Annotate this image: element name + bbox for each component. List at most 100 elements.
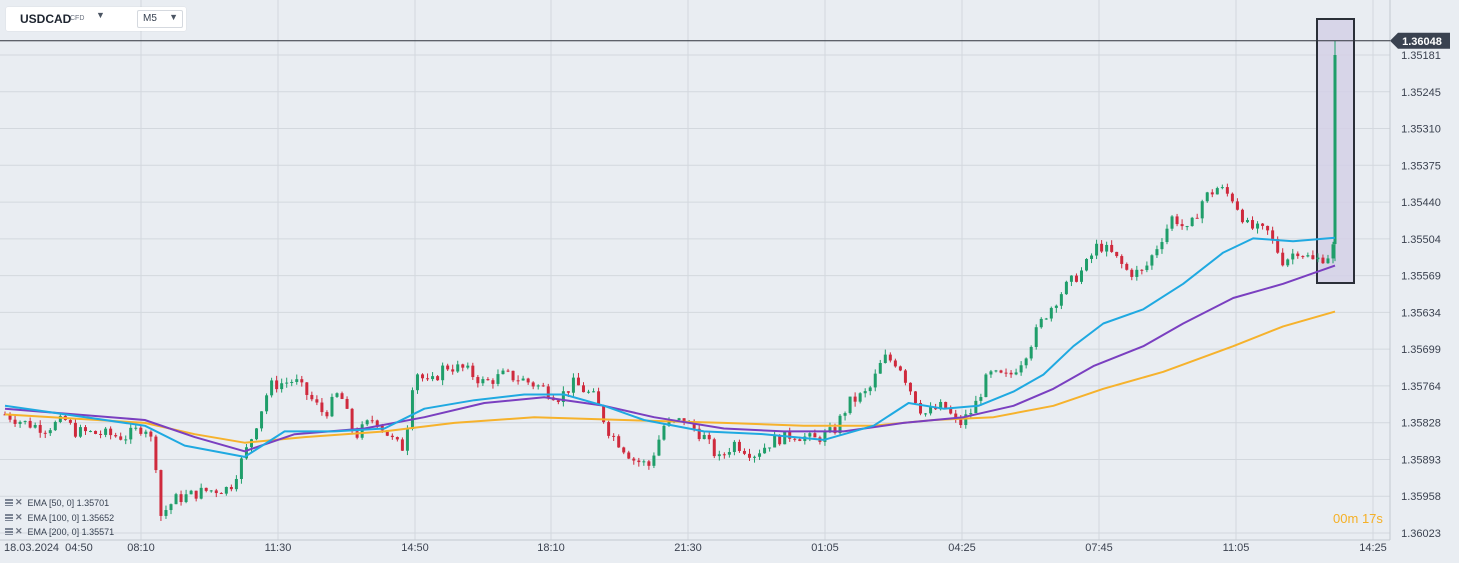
candle-body (556, 400, 560, 402)
candle-body (964, 414, 968, 426)
candle-body (134, 427, 138, 429)
candle-body (521, 378, 525, 381)
candle-body (773, 435, 777, 448)
candle-body (571, 377, 575, 393)
candle-body (194, 490, 198, 499)
candle-body (1135, 269, 1139, 277)
candle-body (929, 407, 933, 414)
candle-body (597, 391, 601, 406)
candle-body (53, 421, 57, 431)
legend-ema-200: ✕ EMA [200, 0] 1.35571 (5, 526, 114, 537)
candle-body (1190, 217, 1194, 227)
candle-body (139, 427, 143, 434)
candle-body (446, 365, 450, 370)
settings-icon[interactable] (5, 514, 13, 521)
candle-body (350, 408, 354, 432)
y-tick-label: 1.35893 (1401, 454, 1441, 466)
settings-icon[interactable] (5, 528, 13, 535)
candle-body (295, 379, 299, 382)
candle-body (647, 461, 651, 466)
candle-body (330, 396, 334, 417)
candle-body (1029, 346, 1033, 359)
candle-body (360, 424, 364, 438)
candle-body (833, 427, 837, 434)
symbol-label[interactable]: USDCAD (20, 12, 72, 26)
settings-icon[interactable] (5, 499, 13, 506)
legend-value: 1.35571 (81, 526, 115, 537)
candle-body (1210, 192, 1214, 195)
y-tick-label: 1.35699 (1401, 344, 1441, 356)
candle-body (124, 439, 128, 441)
symbol-dropdown-icon[interactable]: ▼ (96, 10, 105, 20)
candle-body (481, 379, 485, 384)
candle-body (536, 385, 540, 387)
candle-body (315, 399, 319, 403)
candle-body (290, 381, 294, 383)
candle-body (144, 431, 148, 434)
candle-body (506, 370, 510, 372)
candle-body (1004, 372, 1008, 374)
ema-lines (4, 236, 1336, 458)
candle-body (114, 435, 118, 437)
candle-body (129, 427, 133, 440)
candle-body (617, 436, 621, 448)
candle-body (1100, 243, 1104, 252)
candle-body (1105, 244, 1109, 252)
candle-body (848, 396, 852, 414)
candle-body (632, 458, 636, 461)
candle-body (179, 494, 183, 503)
candle-body (1085, 258, 1089, 271)
candle-body (33, 425, 37, 428)
candle-body (169, 504, 173, 511)
candle-body (89, 430, 93, 432)
x-tick-label: 11:05 (1223, 542, 1250, 554)
close-icon[interactable]: ✕ (15, 526, 23, 536)
y-tick-label: 1.35310 (1401, 124, 1441, 136)
candle-body (204, 487, 208, 491)
candle-body (561, 391, 565, 402)
legend-label: EMA [100, 0] (27, 512, 80, 523)
candle-body (340, 393, 344, 399)
candle-body (38, 425, 42, 433)
x-tick-label: 07:45 (1085, 542, 1113, 554)
candle-body (878, 362, 882, 374)
candle-body (677, 418, 681, 421)
candle-body (1306, 255, 1310, 257)
candle-body (345, 398, 349, 409)
y-tick-label: 1.35828 (1401, 418, 1441, 430)
candle-body (375, 420, 379, 426)
candle-body (843, 413, 847, 416)
candle-body (863, 391, 867, 394)
candle-body (788, 430, 792, 439)
candle-body (260, 411, 264, 429)
candle-body (1009, 372, 1013, 375)
candle-body (662, 425, 666, 440)
candle-body (979, 397, 983, 401)
candle-body (68, 419, 72, 423)
candle-body (109, 428, 113, 436)
candle-body (486, 379, 490, 381)
candle-body (1180, 224, 1184, 227)
candle-body (1095, 243, 1099, 256)
candle-body (1049, 307, 1053, 319)
candle-body (164, 510, 168, 516)
candle-body (994, 370, 998, 372)
candle-body (431, 376, 435, 380)
x-tick-label: 11:30 (265, 542, 292, 554)
candle-countdown: 00m 17s (1333, 511, 1383, 526)
candle-body (692, 421, 696, 429)
close-icon[interactable]: ✕ (15, 497, 23, 507)
candle-body (244, 447, 248, 459)
candle-body (531, 382, 535, 387)
instrument-type-label: CFD (70, 15, 85, 22)
candle-body (868, 387, 872, 392)
close-icon[interactable]: ✕ (15, 512, 23, 522)
candle-body (1090, 255, 1094, 259)
candle-body (1125, 263, 1129, 270)
candle-body (873, 373, 877, 388)
timeframe-select[interactable]: M5 ▼ (137, 10, 183, 28)
chart-toolbar: USDCAD CFD ▼ M5 ▼ (6, 7, 186, 31)
candle-body (919, 402, 923, 414)
candle-body (1251, 220, 1255, 229)
